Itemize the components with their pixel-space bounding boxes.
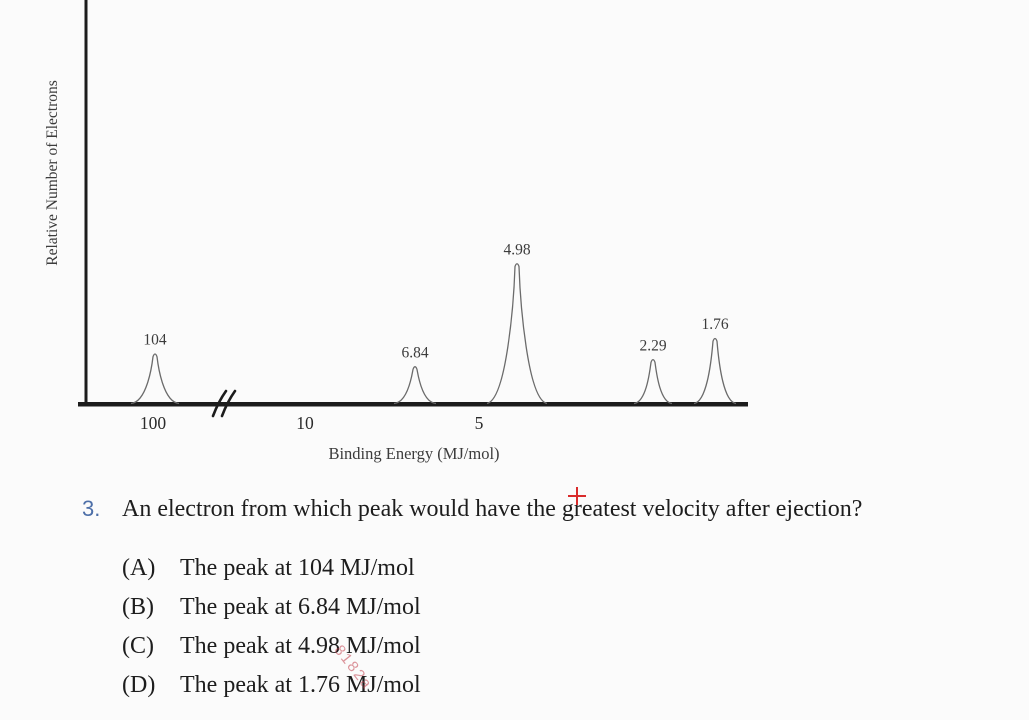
option-d-letter: (D) — [122, 672, 156, 698]
x-axis-title: Binding Energy (MJ/mol) — [328, 444, 499, 463]
option-a-text: The peak at 104 MJ/mol — [180, 555, 415, 581]
option-d: (D) The peak at 1.76 MJ/mol — [122, 666, 421, 705]
question: 3. An electron from which peak would hav… — [82, 496, 862, 523]
question-text: An electron from which peak would have t… — [122, 496, 863, 522]
y-axis-title: Relative Number of Electrons — [44, 80, 61, 266]
question-number: 3. — [82, 496, 101, 521]
peak-curve-6.84 — [393, 366, 437, 405]
axis-break-mark — [211, 389, 237, 418]
option-b-letter: (B) — [122, 594, 154, 620]
peak-label-1.76: 1.76 — [701, 316, 728, 333]
option-c-letter: (C) — [122, 633, 154, 659]
option-c: (C) The peak at 4.98 MJ/mol — [122, 627, 421, 666]
peak-label-6.84: 6.84 — [401, 344, 428, 361]
peak-label-104: 104 — [143, 332, 167, 349]
peak-label-4.98: 4.98 — [503, 242, 530, 259]
peak-curve-4.98 — [486, 263, 548, 405]
y-axis-line — [84, 0, 88, 406]
option-d-text: The peak at 1.76 MJ/mol — [180, 672, 421, 698]
peak-curve-104 — [130, 353, 180, 405]
x-tick-100: 100 — [140, 413, 167, 433]
peak-curve-1.76 — [693, 337, 737, 405]
option-b: (B) The peak at 6.84 MJ/mol — [122, 588, 421, 627]
x-tick-5: 5 — [475, 413, 484, 433]
peak-curve-2.29 — [633, 358, 673, 405]
option-b-text: The peak at 6.84 MJ/mol — [180, 594, 421, 620]
peaks-group: 104 6.84 4.98 2.29 1.76 — [130, 242, 737, 405]
answer-options: (A) The peak at 104 MJ/mol (B) The peak … — [122, 549, 421, 705]
option-a-letter: (A) — [122, 555, 156, 581]
crosshair-horizontal-line — [568, 495, 586, 497]
crosshair-cursor-icon — [568, 487, 586, 505]
peak-label-2.29: 2.29 — [639, 337, 666, 354]
x-tick-10: 10 — [296, 413, 314, 433]
pes-spectrum-chart: 104 6.84 4.98 2.29 1.76 100 10 5 Binding Ene… — [44, 0, 748, 463]
option-a: (A) The peak at 104 MJ/mol — [122, 549, 421, 588]
x-axis-line — [78, 402, 748, 407]
option-c-text: The peak at 4.98 MJ/mol — [180, 633, 421, 659]
